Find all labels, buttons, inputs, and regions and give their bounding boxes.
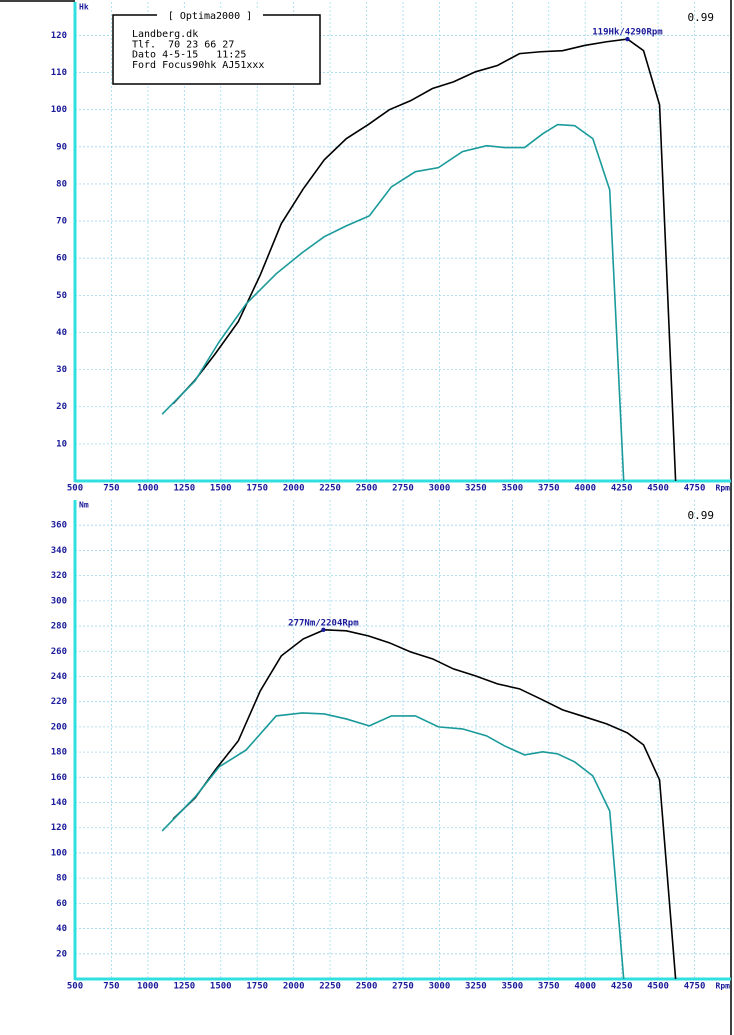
x-tick-label: 3750 bbox=[538, 484, 560, 494]
x-tick-label: 4750 bbox=[684, 982, 706, 992]
y-tick-label: 240 bbox=[51, 672, 67, 682]
peak-label: 119Hk/4290Rpm bbox=[592, 28, 663, 38]
info-box bbox=[112, 14, 321, 85]
x-tick-label: 1750 bbox=[246, 484, 268, 494]
y-tick-label: 120 bbox=[51, 31, 67, 41]
y-tick-label: 120 bbox=[51, 823, 67, 833]
x-tick-label: 1250 bbox=[173, 484, 195, 494]
y-tick-label: 300 bbox=[51, 596, 67, 606]
x-tick-label: 1500 bbox=[210, 484, 232, 494]
x-tick-label: 500 bbox=[67, 982, 83, 992]
y-tick-label: 40 bbox=[56, 924, 67, 934]
x-tick-label: 4250 bbox=[611, 982, 633, 992]
y-tick-label: 180 bbox=[51, 748, 67, 758]
x-tick-label: 2000 bbox=[283, 484, 305, 494]
x-tick-label: 1500 bbox=[210, 982, 232, 992]
x-tick-label: 1000 bbox=[137, 982, 159, 992]
y-tick-label: 200 bbox=[51, 722, 67, 732]
x-tick-label: 1250 bbox=[173, 982, 195, 992]
y-tick-label: 220 bbox=[51, 697, 67, 707]
peak-marker bbox=[321, 627, 326, 633]
x-axis-label: Rpm bbox=[716, 982, 731, 991]
y-tick-label: 140 bbox=[51, 798, 67, 808]
y-tick-label: 320 bbox=[51, 571, 67, 581]
y-tick-label: 110 bbox=[51, 68, 67, 78]
info-box-title: [ Optima2000 ] bbox=[168, 11, 252, 22]
x-tick-label: 750 bbox=[103, 484, 119, 494]
x-tick-label: 4500 bbox=[647, 982, 669, 992]
y-tick-label: 60 bbox=[56, 254, 67, 264]
y-tick-label: 100 bbox=[51, 848, 67, 858]
x-tick-label: 4000 bbox=[574, 982, 596, 992]
x-tick-label: 2750 bbox=[392, 982, 414, 992]
y-tick-label: 60 bbox=[56, 899, 67, 909]
y-tick-label: 20 bbox=[56, 402, 67, 412]
y-tick-label: 280 bbox=[51, 622, 67, 632]
info-box-line: Tlf. 70 23 66 27 bbox=[132, 39, 234, 50]
x-tick-label: 2250 bbox=[319, 982, 341, 992]
corner-text: 0.99 bbox=[688, 11, 715, 24]
y-tick-label: 50 bbox=[56, 291, 67, 301]
y-tick-label: 10 bbox=[56, 439, 67, 449]
x-tick-label: 3000 bbox=[429, 484, 451, 494]
x-tick-label: 4500 bbox=[647, 484, 669, 494]
info-box-title-bg bbox=[157, 10, 263, 21]
y-tick-label: 100 bbox=[51, 105, 67, 115]
x-tick-label: 3500 bbox=[501, 484, 523, 494]
info-box-line: Dato 4-5-15 11:25 bbox=[132, 50, 246, 61]
peak-marker bbox=[625, 36, 630, 42]
y-tick-label: 360 bbox=[51, 521, 67, 531]
x-tick-label: 3000 bbox=[429, 982, 451, 992]
x-tick-label: 3250 bbox=[465, 982, 487, 992]
y-tick-label: 340 bbox=[51, 546, 67, 556]
x-tick-label: 2750 bbox=[392, 484, 414, 494]
y-tick-label: 160 bbox=[51, 773, 67, 783]
y-tick-label: 40 bbox=[56, 328, 67, 338]
x-tick-label: 750 bbox=[103, 982, 119, 992]
info-box-line: Ford Focus90hk AJ51xxx bbox=[132, 60, 264, 71]
y-axis-label: Hk bbox=[79, 3, 89, 12]
x-tick-label: 2500 bbox=[356, 484, 378, 494]
data-line bbox=[161, 123, 625, 482]
x-tick-label: 4250 bbox=[611, 484, 633, 494]
data-line bbox=[172, 629, 677, 980]
x-tick-label: 2250 bbox=[319, 484, 341, 494]
x-tick-label: 4750 bbox=[684, 484, 706, 494]
x-tick-label: 2000 bbox=[283, 982, 305, 992]
y-tick-label: 80 bbox=[56, 874, 67, 884]
y-tick-label: 90 bbox=[56, 142, 67, 152]
x-tick-label: 3250 bbox=[465, 484, 487, 494]
info-box-line: Landberg.dk bbox=[132, 29, 198, 40]
y-tick-label: 260 bbox=[51, 647, 67, 657]
x-tick-label: 3500 bbox=[501, 982, 523, 992]
y-tick-label: 30 bbox=[56, 365, 67, 375]
peak-label: 277Nm/2204Rpm bbox=[288, 618, 359, 628]
x-tick-label: 500 bbox=[67, 484, 83, 494]
x-tick-label: 1750 bbox=[246, 982, 268, 992]
x-tick-label: 1000 bbox=[137, 484, 159, 494]
data-line bbox=[172, 38, 677, 482]
data-line bbox=[161, 712, 625, 980]
y-tick-label: 70 bbox=[56, 217, 67, 227]
y-tick-label: 80 bbox=[56, 179, 67, 189]
corner-text: 0.99 bbox=[688, 509, 715, 522]
x-tick-label: 4000 bbox=[574, 484, 596, 494]
x-axis-label: Rpm bbox=[716, 484, 731, 493]
x-tick-label: 3750 bbox=[538, 982, 560, 992]
y-axis-label: Nm bbox=[79, 501, 89, 510]
y-tick-label: 20 bbox=[56, 949, 67, 959]
x-tick-label: 2500 bbox=[356, 982, 378, 992]
